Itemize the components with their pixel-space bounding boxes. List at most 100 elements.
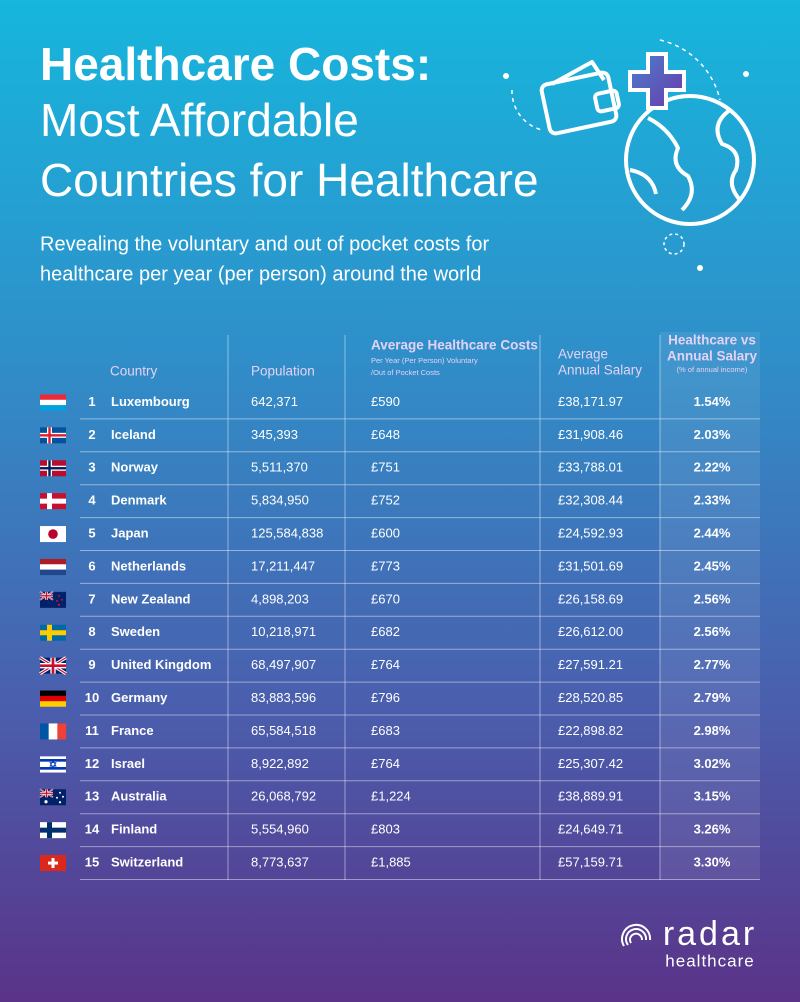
column-header: Population [251, 364, 315, 379]
flag-part [40, 657, 66, 674]
flag-part [40, 630, 66, 636]
title: Countries for Healthcare [40, 154, 539, 206]
table-cell: 10,218,971 [251, 624, 316, 639]
column-note: Per Year (Per Person) Voluntary [371, 356, 478, 365]
table-cell: £803 [371, 822, 400, 837]
flag [40, 394, 66, 411]
country-name: Germany [111, 690, 168, 705]
dot [697, 265, 703, 271]
country-name: Norway [111, 460, 159, 475]
table-cell: 2.44% [694, 525, 731, 540]
country-name: Japan [111, 525, 149, 540]
flag [40, 855, 66, 872]
country-name: New Zealand [111, 591, 191, 606]
table-cell: £764 [371, 657, 400, 672]
table-cell: £1,885 [371, 854, 411, 869]
flag-part [44, 800, 48, 804]
table-cell: £683 [371, 723, 400, 738]
table-cell: £28,520.85 [558, 690, 623, 705]
table-cell: 10 [85, 690, 99, 705]
table-cell: 8 [88, 624, 95, 639]
table-cell: 5 [88, 525, 95, 540]
flag-part [40, 701, 66, 707]
logo-tagline: healthcare [665, 951, 754, 970]
table-cell: 2.79% [694, 690, 731, 705]
flag-part [56, 796, 58, 799]
column-header: Average Healthcare Costs [371, 338, 538, 353]
table-cell: £25,307.42 [558, 756, 623, 771]
flag-part [59, 791, 61, 794]
table-cell: 2 [88, 427, 95, 442]
table-cell: 642,371 [251, 394, 298, 409]
table-cell: 125,584,838 [251, 525, 323, 540]
flag-part [58, 801, 62, 804]
table-cell: £26,158.69 [558, 591, 623, 606]
flag-part [61, 598, 63, 601]
flag-part [40, 405, 66, 411]
flag [40, 558, 66, 576]
country-name: Denmark [111, 493, 167, 508]
column-note: (% of annual income) [677, 365, 748, 374]
column-header: Country [110, 364, 158, 379]
column-header: Annual Salary [667, 349, 758, 364]
subtitle: Revealing the voluntary and out of pocke… [40, 233, 489, 255]
table-cell: 345,393 [251, 427, 298, 442]
column-header: Average [558, 347, 608, 362]
flag [40, 822, 66, 839]
table-cell: 9 [88, 657, 95, 672]
table-cell: 2.77% [694, 657, 731, 672]
flag-part [40, 564, 66, 570]
country-name: France [111, 723, 154, 738]
flag-part [57, 603, 61, 607]
flag-part [40, 591, 53, 600]
flag-part [40, 690, 66, 697]
dot [743, 71, 749, 77]
flag-part [48, 529, 58, 539]
table-cell: £751 [371, 460, 400, 475]
table-cell: £27,591.21 [558, 657, 623, 672]
table-cell: 65,584,518 [251, 723, 316, 738]
table-cell: 4 [88, 493, 96, 508]
flag-part [62, 795, 64, 798]
flag [40, 690, 66, 707]
flag-part [48, 723, 58, 740]
table-cell: 14 [85, 822, 100, 837]
table-cell: £32,308.44 [558, 493, 623, 508]
flag [40, 723, 67, 740]
table-cell: £38,171.97 [558, 394, 623, 409]
dot [503, 73, 509, 79]
table-cell: £648 [371, 427, 400, 442]
table-cell: 13 [85, 789, 99, 804]
table-cell: 8,922,892 [251, 756, 309, 771]
country-name: Netherlands [111, 558, 186, 573]
column-note: /Out of Pocket Costs [371, 368, 440, 377]
table-cell: £22,898.82 [558, 723, 623, 738]
country-name: Finland [111, 822, 157, 837]
table-cell: 3.26% [694, 822, 731, 837]
flag-part [40, 695, 66, 702]
table-cell: 3.02% [694, 756, 731, 771]
table-cell: 6 [88, 558, 95, 573]
title: Healthcare Costs: [40, 38, 431, 90]
flag [39, 591, 66, 608]
flag-part [40, 399, 66, 406]
flag [40, 624, 66, 641]
country-name: Sweden [111, 624, 160, 639]
flag-part [56, 599, 58, 602]
table-cell: 2.56% [694, 591, 731, 606]
table-cell: £31,908.46 [558, 427, 623, 442]
table-cell: 2.33% [694, 493, 731, 508]
table-cell: £24,649.71 [558, 822, 623, 837]
table-cell: 17,211,447 [251, 558, 315, 573]
table-cell: £38,889.91 [558, 789, 623, 804]
column-dividers [227, 335, 661, 880]
flag [40, 493, 66, 510]
table-cell: £31,501.69 [558, 558, 623, 573]
flag-part [40, 558, 66, 565]
column-header: Healthcare vs [668, 333, 756, 348]
table-cell: £796 [371, 690, 400, 705]
logo-name: radar [663, 915, 757, 953]
country-name: Australia [111, 789, 167, 804]
flag-part [40, 434, 66, 437]
